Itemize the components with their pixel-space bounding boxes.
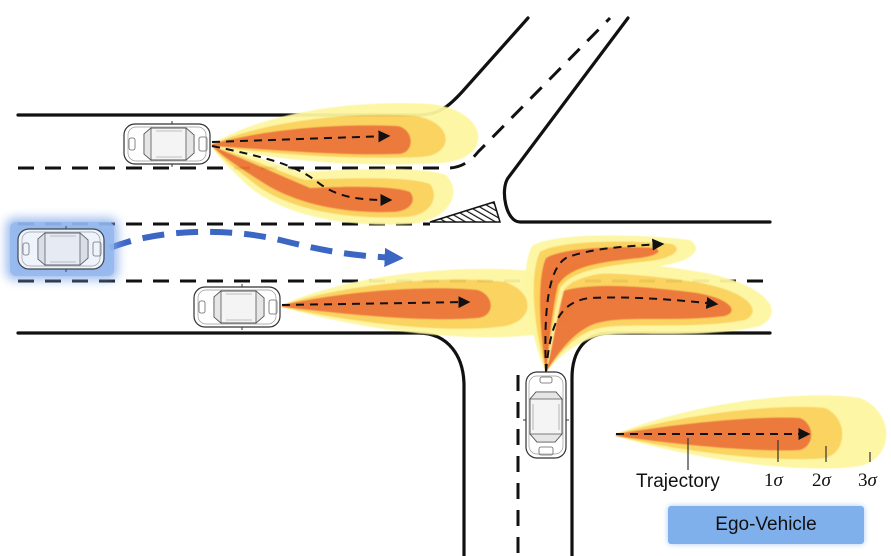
traj-car4-right xyxy=(545,296,719,373)
traj-car4-upper xyxy=(544,238,665,373)
lane-dash-1 xyxy=(18,16,612,170)
gore-area xyxy=(429,201,502,223)
car-1 xyxy=(123,120,211,168)
road-edge-ramp-right xyxy=(502,16,772,224)
road-edge-top-left xyxy=(16,16,530,117)
predicted-trajectories xyxy=(211,130,811,440)
traj-car1-lanechange xyxy=(211,145,393,206)
ego-vehicle xyxy=(6,218,118,280)
legend-1sigma-label: 1σ xyxy=(764,470,784,491)
cone-car4-upper xyxy=(525,235,696,372)
legend-trajectory-label: Trajectory xyxy=(636,471,720,492)
legend-3sigma-label: 3σ xyxy=(858,470,878,491)
legend-leaders xyxy=(687,438,871,470)
prediction-cones xyxy=(212,103,887,469)
road-edge-bottom-left xyxy=(16,331,466,556)
traj-car3-straight xyxy=(281,296,471,309)
car-3 xyxy=(193,283,281,331)
cone-car1-straight xyxy=(212,103,479,165)
car-4 xyxy=(522,371,570,459)
ego-vehicle-legend-label: Ego-Vehicle xyxy=(715,514,817,535)
legend-2sigma-label: 2σ xyxy=(812,470,832,491)
legend-cone xyxy=(616,395,887,469)
ego-vehicle-legend: Ego-Vehicle xyxy=(668,506,864,544)
traj-car1-straight xyxy=(211,130,391,143)
cone-car1-lanechange xyxy=(212,146,454,225)
ego-planned-path xyxy=(108,228,404,268)
